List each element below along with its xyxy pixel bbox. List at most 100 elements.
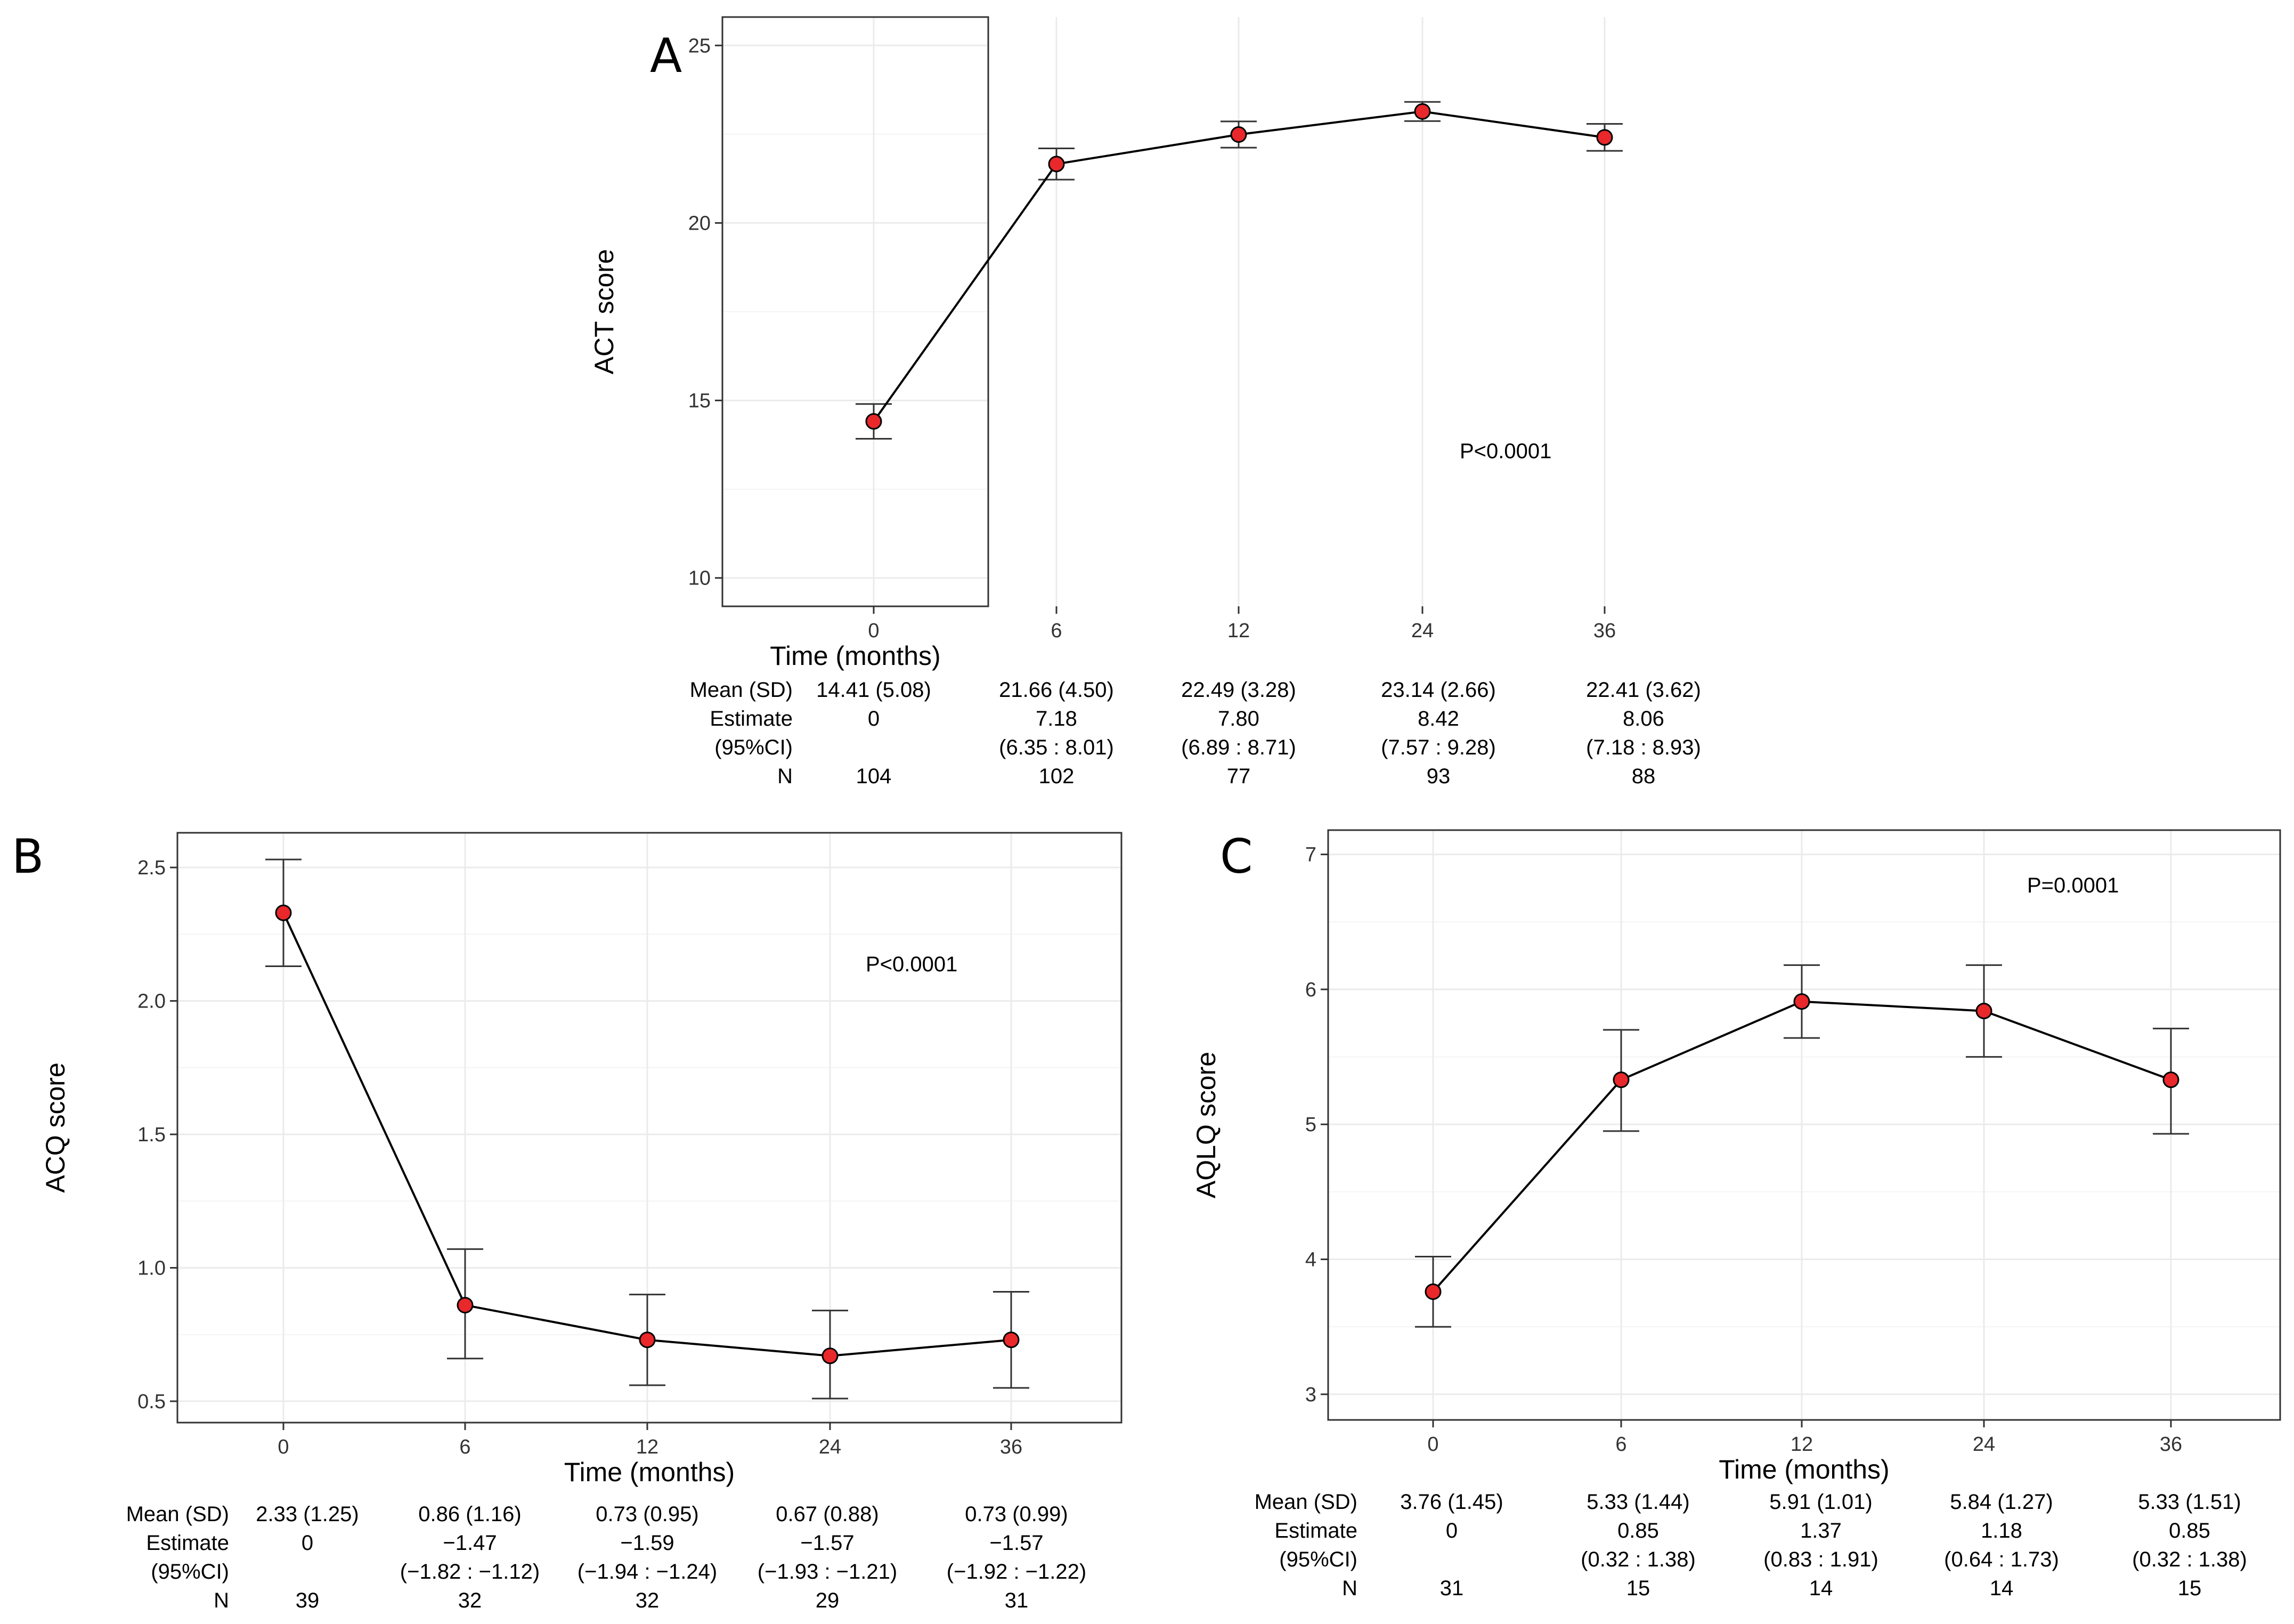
table-row-label: Estimate [1274, 1519, 1357, 1542]
table-row-estimate-cell: −1.57 [800, 1531, 854, 1555]
table-row-label: Mean (SD) [126, 1503, 229, 1526]
data-point [1975, 1002, 1992, 1019]
table-row-n-cell: 104 [856, 765, 892, 788]
panel-letter: A [650, 28, 682, 83]
data-point [1414, 103, 1431, 120]
data-point [2162, 1071, 2179, 1089]
table-row-label: N [777, 765, 793, 788]
y-tick-label: 6 [1305, 979, 1316, 1001]
table-row-ci-cell: (0.32 : 1.38) [2132, 1548, 2247, 1571]
x-tick-label: 36 [1000, 1436, 1022, 1458]
table-row-estimate-cell: −1.59 [620, 1531, 674, 1555]
x-tick-label: 6 [1615, 1433, 1626, 1456]
x-tick-label: 0 [1427, 1433, 1438, 1456]
data-point [457, 1297, 474, 1314]
table-row-label: Estimate [710, 707, 793, 730]
table-row-n-cell: 14 [1809, 1577, 1833, 1600]
table-row-n-cell: 32 [458, 1589, 482, 1612]
x-axis-title: Time (months) [1719, 1455, 1889, 1484]
summary-table: Mean (SD) 2.33 (1.25) 0.86 (1.16) 0.73 (0.9… [126, 1503, 1087, 1612]
panel-letter: C [1220, 829, 1252, 884]
table-row-mean-sd-cell: 14.41 (5.08) [816, 678, 931, 702]
p-value-annotation: P=0.0001 [2027, 874, 2119, 897]
table-row-mean-sd-cell: 3.76 (1.45) [1400, 1490, 1503, 1514]
data-point [821, 1347, 839, 1365]
y-axis-title: ACQ score [40, 1062, 70, 1193]
table-row-n-cell: 31 [1005, 1589, 1029, 1612]
table-row-ci-cell: (0.83 : 1.91) [1763, 1548, 1878, 1571]
y-tick-label: 25 [688, 35, 711, 57]
table-row-n-cell: 102 [1039, 765, 1075, 788]
panel-b: B 0.5 1.0 1.5 2.0 2.5 0 6 12 24 36 Time (months) ACQ… [12, 829, 1122, 1612]
table-row-ci-cell: (7.18 : 8.93) [1586, 736, 1701, 759]
data-point [275, 904, 292, 921]
y-tick-label: 2.5 [137, 857, 166, 879]
table-row-label: N [1342, 1577, 1357, 1600]
table-row-mean-sd-cell: 2.33 (1.25) [256, 1503, 359, 1526]
data-point [1003, 1331, 1020, 1349]
y-tick-label: 20 [688, 212, 711, 234]
table-row-estimate-cell: 1.37 [1800, 1519, 1842, 1542]
y-tick-label: 1.0 [137, 1257, 166, 1279]
y-tick-label: 2.0 [137, 990, 166, 1013]
panel-letter: B [12, 829, 44, 884]
y-tick-label: 10 [688, 567, 711, 590]
panel-border [721, 16, 989, 607]
y-tick-label: 0.5 [137, 1391, 166, 1413]
x-tick-label: 24 [1973, 1433, 1995, 1456]
y-tick-label: 1.5 [137, 1124, 166, 1146]
table-row-mean-sd-cell: 0.67 (0.88) [776, 1503, 878, 1526]
table-row-ci-cell: (0.32 : 1.38) [1581, 1548, 1696, 1571]
x-tick-label: 0 [868, 620, 879, 642]
panel-a: A 10 15 20 25 0 6 12 24 36 Time (months) ACT score P… [589, 16, 1701, 788]
table-row-ci-cell: (7.57 : 9.28) [1381, 736, 1496, 759]
table-row-mean-sd-cell: 0.86 (1.16) [418, 1503, 521, 1526]
y-axis-title: AQLQ score [1191, 1052, 1221, 1198]
x-tick-label: 36 [1593, 620, 1616, 642]
data-point [1613, 1071, 1630, 1089]
y-tick-label: 5 [1305, 1114, 1316, 1136]
table-row-estimate-cell: −1.47 [443, 1531, 497, 1555]
table-row-mean-sd-cell: 5.33 (1.51) [2138, 1490, 2241, 1514]
table-row-estimate-cell: −1.57 [989, 1531, 1043, 1555]
table-row-estimate-cell: 0 [1446, 1519, 1458, 1542]
table-row-label: Estimate [146, 1531, 229, 1555]
table-row-mean-sd-cell: 5.33 (1.44) [1587, 1490, 1689, 1514]
table-row-ci-cell: (−1.93 : −1.21) [758, 1560, 897, 1584]
table-row-label: (95%CI) [714, 736, 793, 759]
x-tick-label: 12 [1227, 620, 1250, 642]
table-row-ci-cell: (−1.82 : −1.12) [400, 1560, 540, 1584]
y-tick-label: 7 [1305, 844, 1316, 866]
x-tick-label: 6 [459, 1436, 470, 1458]
table-row-mean-sd-cell: 0.73 (0.95) [596, 1503, 698, 1526]
data-point [865, 413, 882, 430]
x-tick-label: 24 [1411, 620, 1434, 642]
table-row-mean-sd-cell: 22.49 (3.28) [1181, 678, 1296, 702]
summary-table: Mean (SD) 3.76 (1.45) 5.33 (1.44) 5.91 (1.0… [1255, 1490, 2247, 1600]
y-tick-label: 15 [688, 390, 711, 412]
table-row-mean-sd-cell: 22.41 (3.62) [1586, 678, 1701, 702]
data-point [1425, 1283, 1442, 1300]
x-axis-title: Time (months) [564, 1457, 735, 1487]
table-row-estimate-cell: 7.18 [1036, 707, 1077, 730]
table-row-ci-cell: (−1.92 : −1.22) [947, 1560, 1086, 1584]
data-point [1793, 993, 1810, 1010]
table-row-estimate-cell: 0 [302, 1531, 313, 1555]
x-tick-label: 12 [636, 1436, 658, 1458]
panel-border [176, 832, 1122, 1424]
x-axis-title: Time (months) [770, 641, 940, 671]
table-row-estimate-cell: 0.85 [2169, 1519, 2210, 1542]
table-row-n-cell: 29 [816, 1589, 840, 1612]
data-point [639, 1331, 656, 1349]
table-row-estimate-cell: 8.06 [1623, 707, 1664, 730]
x-tick-label: 36 [2160, 1433, 2182, 1456]
table-row-n-cell: 15 [2178, 1577, 2202, 1600]
table-row-mean-sd-cell: 21.66 (4.50) [999, 678, 1114, 702]
summary-table: Mean (SD) 14.41 (5.08) 21.66 (4.50) 22.49 (… [690, 678, 1701, 788]
table-row-estimate-cell: 1.18 [1981, 1519, 2022, 1542]
x-tick-label: 12 [1791, 1433, 1813, 1456]
table-row-ci-cell: (0.64 : 1.73) [1944, 1548, 2059, 1571]
plot-background [177, 833, 1121, 1423]
x-tick-label: 0 [278, 1436, 289, 1458]
y-tick-label: 4 [1305, 1249, 1316, 1271]
